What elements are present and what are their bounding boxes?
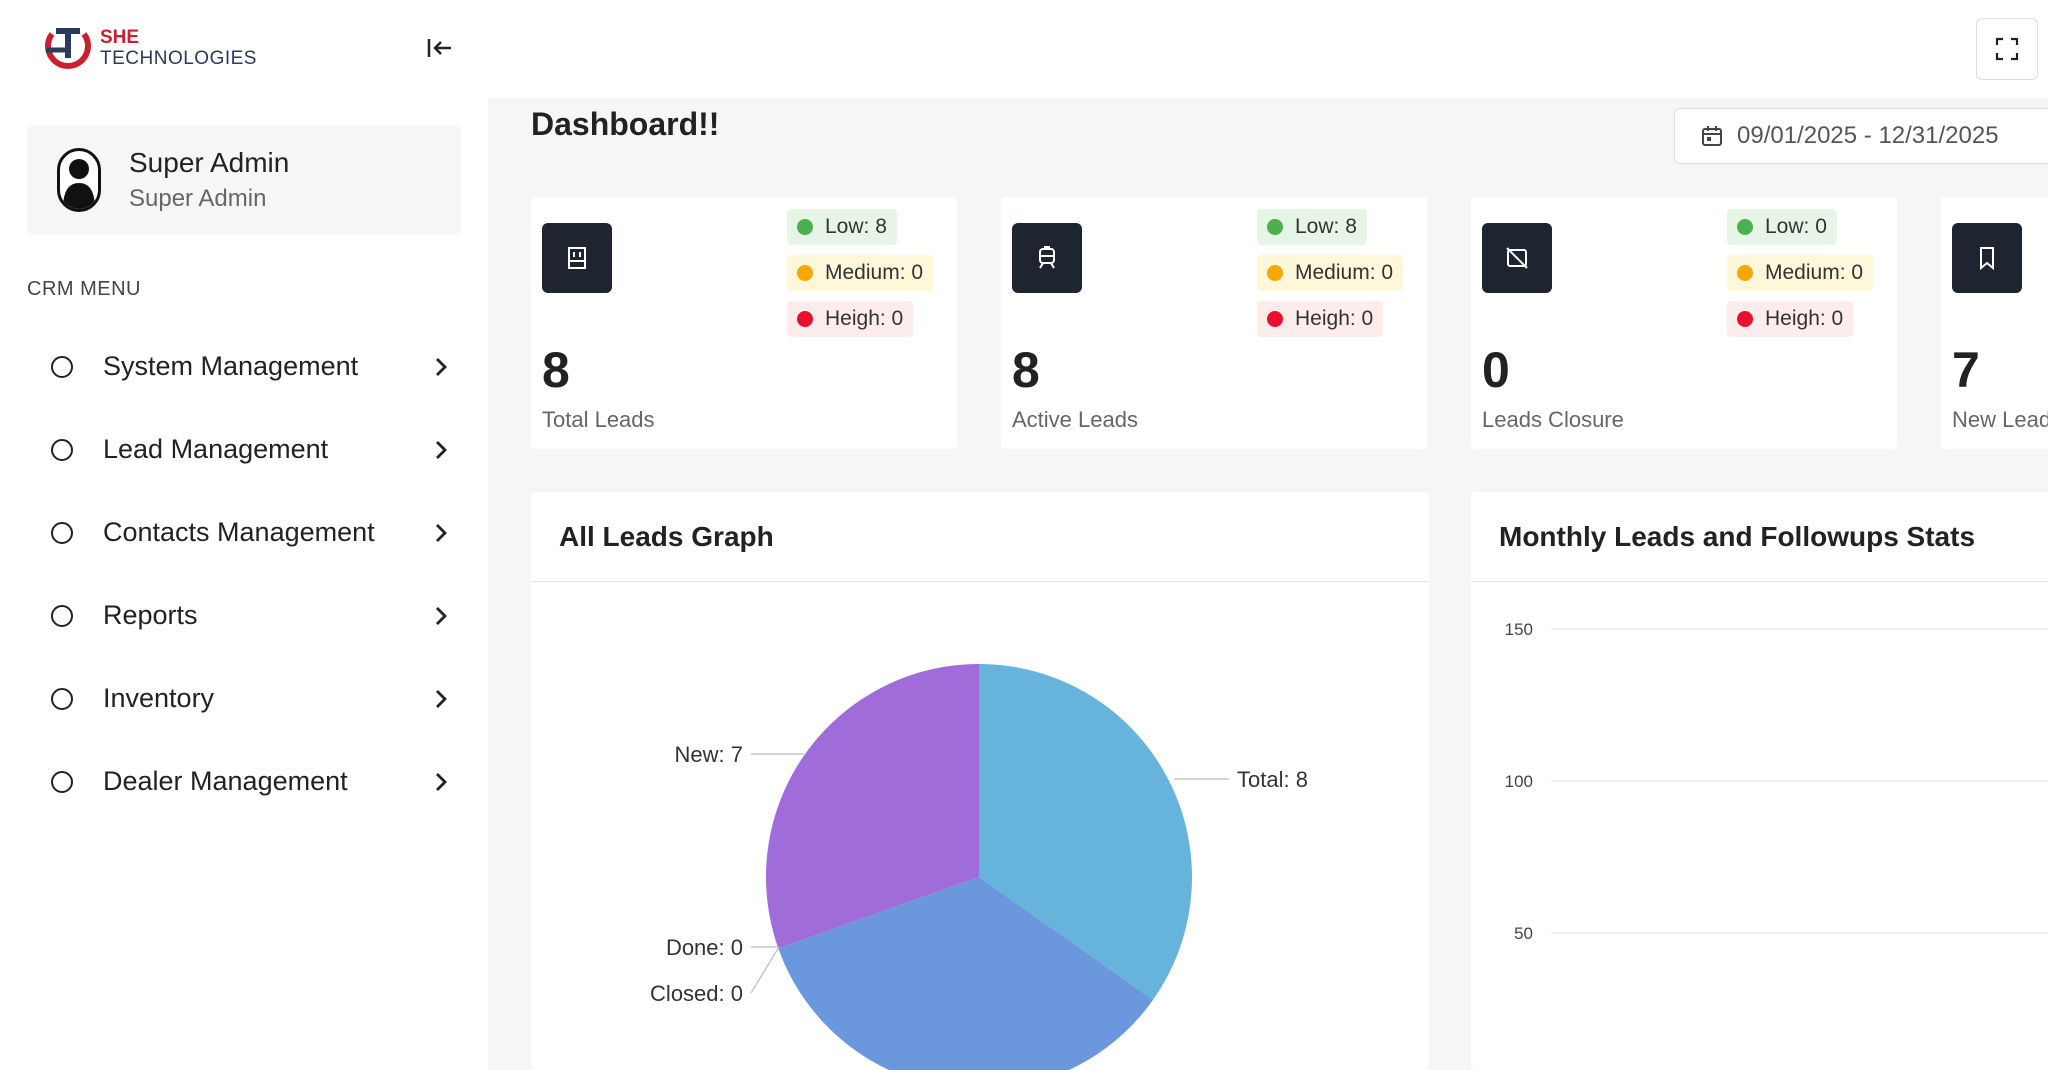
sidebar-item-inventory[interactable]: Inventory [27,657,461,740]
sidebar: SHE TECHNOLOGIES Super Admin Super Admin… [0,0,488,1070]
stat-value: 8 [542,342,570,398]
user-name: Super Admin [129,147,290,178]
building-icon [542,223,612,293]
circle-icon [51,687,73,710]
pie-label-total: Total: 8 [1237,767,1308,792]
chevron-right-icon [421,605,461,627]
date-range-value: 09/01/2025 - 12/31/2025 [1737,122,1999,149]
brand-line2: TECHNOLOGIES [100,48,257,69]
stat-card-active-leads[interactable]: Low: 8 Medium: 0 Heigh: 0 8 Active Leads [1001,197,1427,449]
sidebar-item-contacts-management[interactable]: Contacts Management [27,491,461,574]
avatar-icon [57,148,101,212]
all-leads-graph-panel: All Leads Graph Total: 8 Closed: 0 Done: 0… [531,492,1429,1070]
stat-card-total-leads[interactable]: Low: 8 Medium: 0 Heigh: 0 8 Total Leads [531,197,957,449]
circle-icon [51,355,73,378]
sidebar-item-label: Lead Management [103,434,329,464]
panel-title: All Leads Graph [559,520,774,552]
page-title: Dashboard!! [531,106,720,142]
pie-label-done: Done: 0 [666,935,743,960]
y-tick-label: 150 [1505,620,1533,639]
pie-slice-new[interactable] [765,664,979,949]
collapse-left-icon [427,39,451,57]
collapse-sidebar-button[interactable] [422,30,458,66]
bookmark-icon [1952,223,2022,293]
low-priority-badge: Low: 8 [1257,209,1367,245]
pie-slice-active[interactable] [778,877,1154,1070]
menu-heading: CRM MENU [27,278,141,300]
sidebar-item-system-management[interactable]: System Management [27,325,461,408]
sidebar-item-reports[interactable]: Reports [27,574,461,657]
brand-logo[interactable]: SHE TECHNOLOGIES [42,20,257,76]
stat-card-leads-closure[interactable]: Low: 0 Medium: 0 Heigh: 0 0 Leads Closur… [1471,197,1897,449]
pie-label-new: New: 7 [675,742,743,767]
chevron-right-icon [421,771,461,793]
stat-label: Leads Closure [1482,407,1624,432]
chevron-right-icon [421,522,461,544]
chevron-right-icon [421,356,461,378]
fullscreen-icon [1995,37,2019,61]
sidebar-item-label: Dealer Management [103,766,348,796]
sidebar-item-label: System Management [103,351,359,381]
stat-value: 8 [1012,342,1040,398]
sidebar-item-label: Inventory [103,683,215,713]
medium-priority-badge: Medium: 0 [787,255,934,291]
no-image-icon [1482,223,1552,293]
user-card[interactable]: Super Admin Super Admin [27,126,461,234]
monthly-stats-panel: Monthly Leads and Followups Stats 150 100… [1471,492,2048,1070]
fullscreen-button[interactable] [1976,18,2038,80]
high-priority-badge: Heigh: 0 [1257,301,1384,337]
low-priority-badge: Low: 8 [787,209,897,245]
circle-icon [51,604,73,627]
chevron-right-icon [421,688,461,710]
low-priority-badge: Low: 0 [1727,209,1837,245]
medium-priority-badge: Medium: 0 [1257,255,1404,291]
pie-label-line [750,946,780,994]
train-icon [1012,223,1082,293]
chevron-right-icon [421,439,461,461]
circle-icon [51,521,73,544]
sidebar-item-dealer-management[interactable]: Dealer Management [27,740,461,823]
pie-label-closed: Closed: 0 [650,981,743,1006]
stat-label: Active Leads [1012,407,1138,432]
calendar-icon [1702,126,1722,146]
high-priority-badge: Heigh: 0 [1727,301,1854,337]
high-priority-badge: Heigh: 0 [787,301,914,337]
circle-icon [51,770,73,793]
sidebar-item-label: Contacts Management [103,517,375,547]
sidebar-item-lead-management[interactable]: Lead Management [27,408,461,491]
stat-card-new-leads[interactable]: 7 New Lead [1941,197,2048,449]
pie-slice-total[interactable] [979,664,1192,1000]
she-logo-icon [42,20,94,76]
pie-chart: Total: 8 Closed: 0 Done: 0 New: 7 [650,664,1308,1070]
sidebar-menu: System Management Lead Management Contac… [27,325,461,823]
y-tick-label: 100 [1505,772,1533,791]
y-tick-label: 50 [1514,924,1533,943]
brand-line1: SHE [100,27,140,48]
panel-title: Monthly Leads and Followups Stats [1499,520,1976,552]
line-chart: 150 100 50 [1505,620,2048,943]
stat-value: 0 [1482,342,1510,398]
medium-priority-badge: Medium: 0 [1727,255,1874,291]
user-role: Super Admin [129,185,267,212]
stat-label: New Lead [1952,407,2048,432]
stat-label: Total Leads [542,407,655,432]
stat-value: 7 [1952,342,1980,398]
circle-icon [51,438,73,461]
date-range-picker[interactable]: 09/01/2025 - 12/31/2025 [1674,108,2048,164]
sidebar-item-label: Reports [103,600,198,630]
